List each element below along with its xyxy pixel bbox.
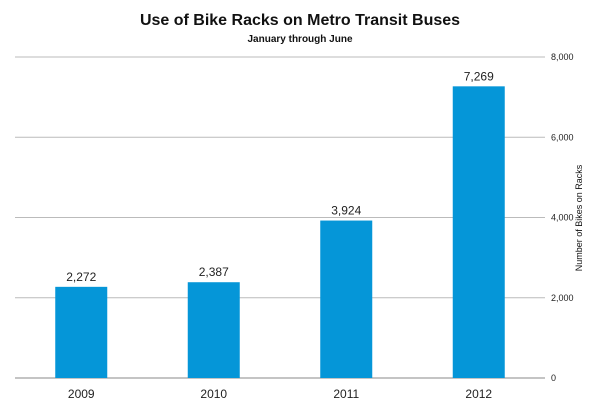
bar — [55, 286, 108, 378]
x-axis-ticks: 2009 2010 2011 2012 — [68, 387, 493, 401]
bar-value-label: 7,269 — [464, 69, 494, 83]
y-axis-ticks: 0 2,000 4,000 6,000 8,000 — [551, 52, 574, 383]
x-tick-label: 2011 — [333, 387, 359, 401]
bar-value-label: 2,272 — [66, 270, 96, 284]
y-tick-label: 0 — [551, 373, 556, 383]
chart-title: Use of Bike Racks on Metro Transit Buses — [140, 12, 460, 29]
y-tick-label: 4,000 — [551, 213, 574, 223]
x-tick-label: 2009 — [68, 387, 95, 401]
bar — [452, 86, 505, 379]
bar-value-label: 3,924 — [331, 204, 361, 218]
bar-value-label: 2,387 — [199, 265, 229, 279]
bar — [320, 220, 373, 378]
chart-subtitle: January through June — [247, 34, 352, 45]
data-labels: 2,272 2,387 3,924 7,269 — [66, 69, 494, 284]
bars — [55, 86, 505, 379]
y-tick-label: 6,000 — [551, 132, 574, 142]
y-tick-label: 2,000 — [551, 293, 574, 303]
y-axis-label: Number of Bikes on Racks — [574, 164, 584, 271]
x-tick-label: 2012 — [465, 387, 492, 401]
x-tick-label: 2010 — [200, 387, 227, 401]
bar — [187, 282, 240, 378]
y-tick-label: 8,000 — [551, 52, 574, 62]
